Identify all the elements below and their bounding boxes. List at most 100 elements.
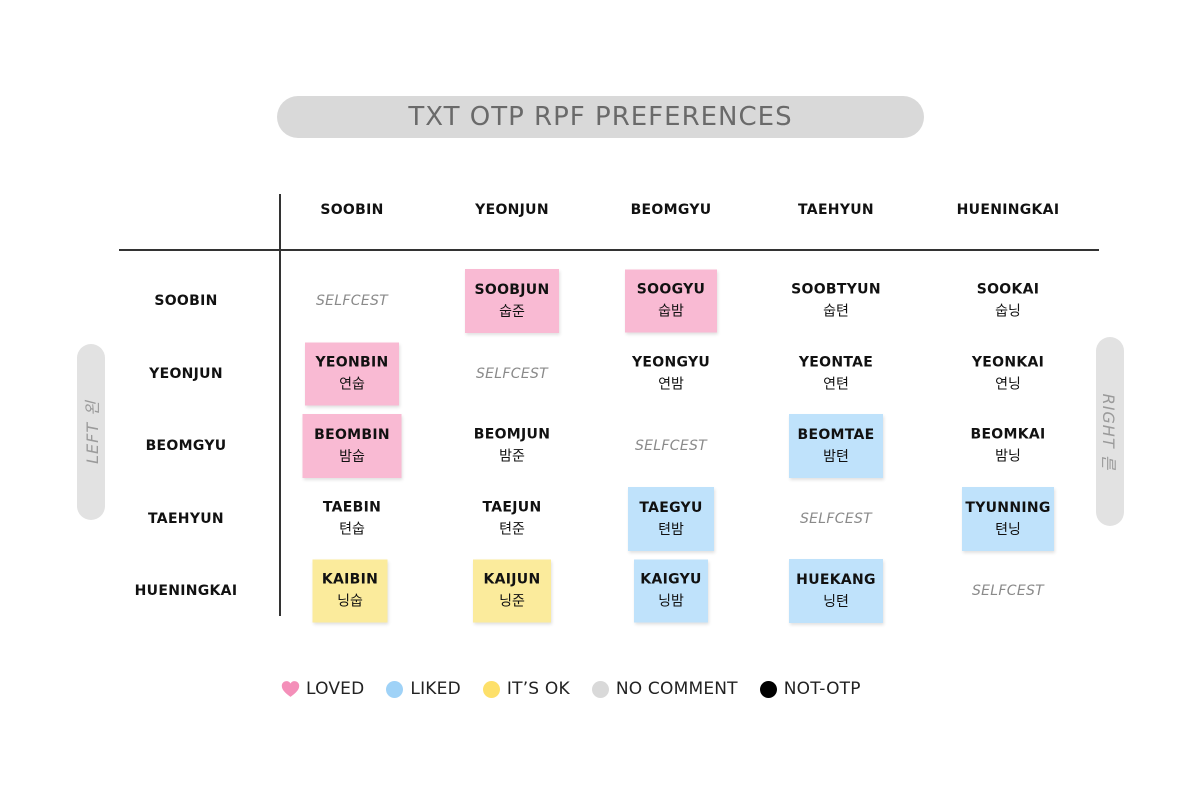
cell-korean-name: 텬준 <box>499 521 525 538</box>
cell-korean-name: 밤텬 <box>823 448 849 465</box>
cell-beomtae: BEOMTAE 밤텬 <box>789 414 883 478</box>
cell-ship-name: YEONTAE <box>798 354 874 371</box>
cell-korean-name: 숩닝 <box>995 303 1021 320</box>
cell-selfcest-1: SELFCEST <box>476 366 548 382</box>
row-header-soobin: SOOBIN <box>154 293 218 309</box>
circle-icon <box>759 680 777 698</box>
cell-korean-name: 닝텬 <box>823 593 849 610</box>
cell-korean-name: 밤준 <box>499 448 525 465</box>
cell-yeongyu: YEONGYU 연밤 <box>632 355 710 394</box>
cell-ship-name: SOOBJUN <box>474 281 550 298</box>
cell-soogyu: SOOGYU 숩밤 <box>625 269 717 333</box>
cell-ship-name: SOOGYU <box>636 281 706 298</box>
column-header-hueningkai: HUENINGKAI <box>956 202 1060 218</box>
legend: LOVED LIKED IT’S OK NO COMMENT NOT-OTP <box>281 678 861 700</box>
cell-huekang: HUEKANG 닝텬 <box>789 559 883 623</box>
circle-icon <box>591 680 609 698</box>
cell-korean-name: 텬숩 <box>339 521 365 538</box>
cell-kaigyu: KAIGYU 닝밤 <box>634 559 708 623</box>
cell-yeonkai: YEONKAI 연닝 <box>972 355 1044 394</box>
circle-icon <box>386 680 404 698</box>
cell-ship-name: YEONBIN <box>315 354 389 371</box>
right-axis-pill: RIGHT 른 <box>1096 337 1124 526</box>
column-header-soobin: SOOBIN <box>320 202 384 218</box>
legend-label-ok: IT’S OK <box>506 679 570 699</box>
cell-ship-name: TYUNNING <box>965 499 1051 516</box>
cell-kaijun: KAIJUN 닝준 <box>473 559 551 623</box>
cell-ship-name: YEONGYU <box>631 354 711 371</box>
header-divider-horizontal <box>119 249 1099 251</box>
legend-label-no-comment: NO COMMENT <box>615 679 738 699</box>
cell-ship-name: KAIBIN <box>321 571 379 588</box>
cell-ship-name: BEOMKAI <box>970 426 1046 443</box>
heart-icon <box>281 681 300 697</box>
cell-sookai: SOOKAI 숩닝 <box>977 282 1040 321</box>
cell-korean-name: 닝밤 <box>658 593 684 610</box>
cell-taegyu: TAEGYU 텬밤 <box>628 487 714 551</box>
left-axis-label: LEFT 왼 <box>83 400 102 464</box>
header-divider-vertical <box>279 194 281 616</box>
cell-korean-name: 닝준 <box>499 593 525 610</box>
cell-ship-name: KAIGYU <box>640 571 702 588</box>
cell-ship-name: YEONKAI <box>971 354 1045 371</box>
cell-korean-name: 숩텬 <box>823 303 849 320</box>
cell-self-label: SELFCEST <box>315 293 389 309</box>
right-axis-label: RIGHT 른 <box>1099 393 1118 470</box>
cell-korean-name: 밤숩 <box>339 448 365 465</box>
cell-korean-name: 연밤 <box>658 376 684 393</box>
legend-item-loved: LOVED <box>281 679 364 699</box>
cell-korean-name: 연텬 <box>823 376 849 393</box>
cell-self-label: SELFCEST <box>971 583 1045 599</box>
cell-tyunning: TYUNNING 텬닝 <box>962 487 1054 551</box>
cell-kaibin: KAIBIN 닝숩 <box>312 559 388 623</box>
legend-item-liked: LIKED <box>386 679 461 699</box>
cell-ship-name: KAIJUN <box>483 571 541 588</box>
cell-ship-name: SOOKAI <box>976 281 1040 298</box>
legend-item-not-otp: NOT-OTP <box>759 679 861 699</box>
row-header-hueningkai: HUENINGKAI <box>134 583 238 599</box>
cell-self-label: SELFCEST <box>475 366 549 382</box>
column-header-yeonjun: YEONJUN <box>475 202 549 218</box>
cell-korean-name: 닝숩 <box>337 593 363 610</box>
legend-label-not-otp: NOT-OTP <box>783 679 861 699</box>
cell-korean-name: 텬닝 <box>995 521 1021 538</box>
cell-ship-name: HUEKANG <box>796 571 876 588</box>
cell-selfcest-4: SELFCEST <box>972 583 1044 599</box>
cell-korean-name: 숩준 <box>499 303 525 320</box>
cell-taejun: TAEJUN 텬준 <box>483 500 542 539</box>
cell-self-label: SELFCEST <box>634 438 708 454</box>
left-axis-pill: LEFT 왼 <box>77 344 105 520</box>
legend-item-ok: IT’S OK <box>482 679 570 699</box>
cell-ship-name: BEOMBIN <box>314 426 390 443</box>
cell-yeontae: YEONTAE 연텬 <box>799 355 873 394</box>
cell-taebin: TAEBIN 텬숩 <box>323 500 381 539</box>
row-header-yeonjun: YEONJUN <box>149 366 223 382</box>
cell-ship-name: BEOMJUN <box>473 426 551 443</box>
cell-korean-name: 숩밤 <box>658 303 684 320</box>
cell-korean-name: 텬밤 <box>658 521 684 538</box>
cell-beomkai: BEOMKAI 밤닝 <box>970 427 1045 466</box>
cell-ship-name: BEOMTAE <box>797 426 875 443</box>
cell-ship-name: TAEBIN <box>322 499 382 516</box>
row-header-taehyun: TAEHYUN <box>148 511 224 527</box>
cell-korean-name: 연숩 <box>339 376 365 393</box>
legend-item-no-comment: NO COMMENT <box>591 679 738 699</box>
legend-label-liked: LIKED <box>410 679 461 699</box>
circle-icon <box>482 680 500 698</box>
title-banner: TXT OTP RPF PREFERENCES <box>277 96 924 138</box>
cell-ship-name: TAEJUN <box>482 499 542 516</box>
column-header-taehyun: TAEHYUN <box>798 202 874 218</box>
cell-selfcest-0: SELFCEST <box>316 293 388 309</box>
cell-beombin: BEOMBIN 밤숩 <box>302 414 402 478</box>
column-header-beomgyu: BEOMGYU <box>630 202 712 218</box>
chart-title: TXT OTP RPF PREFERENCES <box>408 102 793 132</box>
cell-selfcest-2: SELFCEST <box>635 438 707 454</box>
cell-ship-name: TAEGYU <box>639 499 703 516</box>
cell-ship-name: SOOBTYUN <box>791 281 881 298</box>
row-header-beomgyu: BEOMGYU <box>145 438 227 454</box>
cell-korean-name: 밤닝 <box>995 448 1021 465</box>
cell-selfcest-3: SELFCEST <box>800 511 872 527</box>
legend-label-loved: LOVED <box>306 679 365 699</box>
cell-self-label: SELFCEST <box>799 511 873 527</box>
cell-soobtyun: SOOBTYUN 숩텬 <box>791 282 881 321</box>
